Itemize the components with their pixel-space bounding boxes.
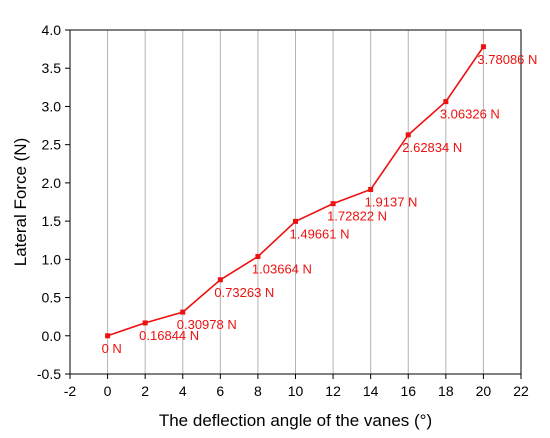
data-label: 1.03664 N xyxy=(252,262,312,277)
y-tick-label: 1.5 xyxy=(42,213,62,229)
y-tick-label: 4.0 xyxy=(42,22,62,38)
data-label: 0 N xyxy=(102,341,122,356)
x-tick-label: 14 xyxy=(363,383,379,399)
data-label: 0.73263 N xyxy=(214,285,274,300)
data-label: 3.78086 N xyxy=(477,52,537,67)
data-point xyxy=(330,201,336,207)
y-tick-label: 0.5 xyxy=(42,290,62,306)
data-label: 3.06326 N xyxy=(440,107,500,122)
x-tick-label: 4 xyxy=(179,383,187,399)
data-point xyxy=(368,186,374,192)
data-point xyxy=(180,309,186,315)
data-label: 1.9137 N xyxy=(365,194,418,209)
x-tick-label: 22 xyxy=(513,383,529,399)
x-tick-label: 2 xyxy=(141,383,149,399)
y-tick-label: 3.5 xyxy=(42,60,62,76)
data-label: 1.72822 N xyxy=(327,209,387,224)
data-point xyxy=(217,277,223,283)
grid xyxy=(107,30,484,374)
data-point xyxy=(293,218,298,224)
data-point xyxy=(443,99,449,105)
x-tick-label: 6 xyxy=(216,383,224,399)
x-tick-label: 20 xyxy=(476,383,492,399)
data-label: 0.16844 N xyxy=(139,328,199,343)
data-point xyxy=(255,254,261,260)
series xyxy=(105,44,486,339)
data-labels: 0 N 0.16844 N0.30978 N 0.73263 N 1.03664 N 1… xyxy=(102,52,538,356)
x-tick-label: -2 xyxy=(64,383,77,399)
data-point xyxy=(480,44,486,50)
data-point xyxy=(105,333,111,339)
axis-ticks: -2 0 2 4 6 8 10 12 14 16 18 20 22 -0.5 0.0 0.5 1.0 1.5 2.0… xyxy=(37,22,529,399)
x-tick-label: 10 xyxy=(288,383,304,399)
y-tick-label: 3.0 xyxy=(42,98,62,114)
y-tick-label: 0.0 xyxy=(42,328,62,344)
data-point xyxy=(405,132,411,138)
y-tick-label: -0.5 xyxy=(37,366,61,382)
data-label: 2.62834 N xyxy=(402,140,462,155)
data-label: 0.30978 N xyxy=(177,317,237,332)
x-axis-title: The deflection angle of the vanes (°) xyxy=(159,411,432,430)
data-label: 1.49661 N xyxy=(290,226,350,241)
x-tick-label: 16 xyxy=(400,383,416,399)
x-tick-label: 12 xyxy=(325,383,341,399)
x-tick-label: 8 xyxy=(254,383,262,399)
y-tick-label: 2.5 xyxy=(42,137,62,153)
x-tick-label: 0 xyxy=(104,383,112,399)
y-tick-label: 2.0 xyxy=(42,175,62,191)
y-axis-title: Lateral Force (N) xyxy=(11,138,30,266)
y-tick-label: 1.0 xyxy=(42,251,62,267)
data-point xyxy=(142,320,148,326)
x-tick-label: 18 xyxy=(438,383,454,399)
